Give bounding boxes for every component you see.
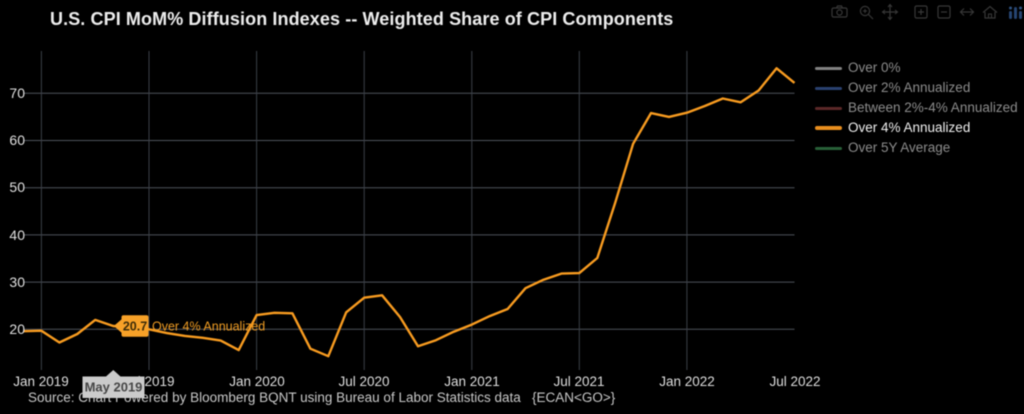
svg-text:May 2019: May 2019 (85, 380, 143, 395)
svg-text:Over 4% Annualized: Over 4% Annualized (152, 320, 265, 334)
svg-text:20.7: 20.7 (123, 320, 147, 334)
